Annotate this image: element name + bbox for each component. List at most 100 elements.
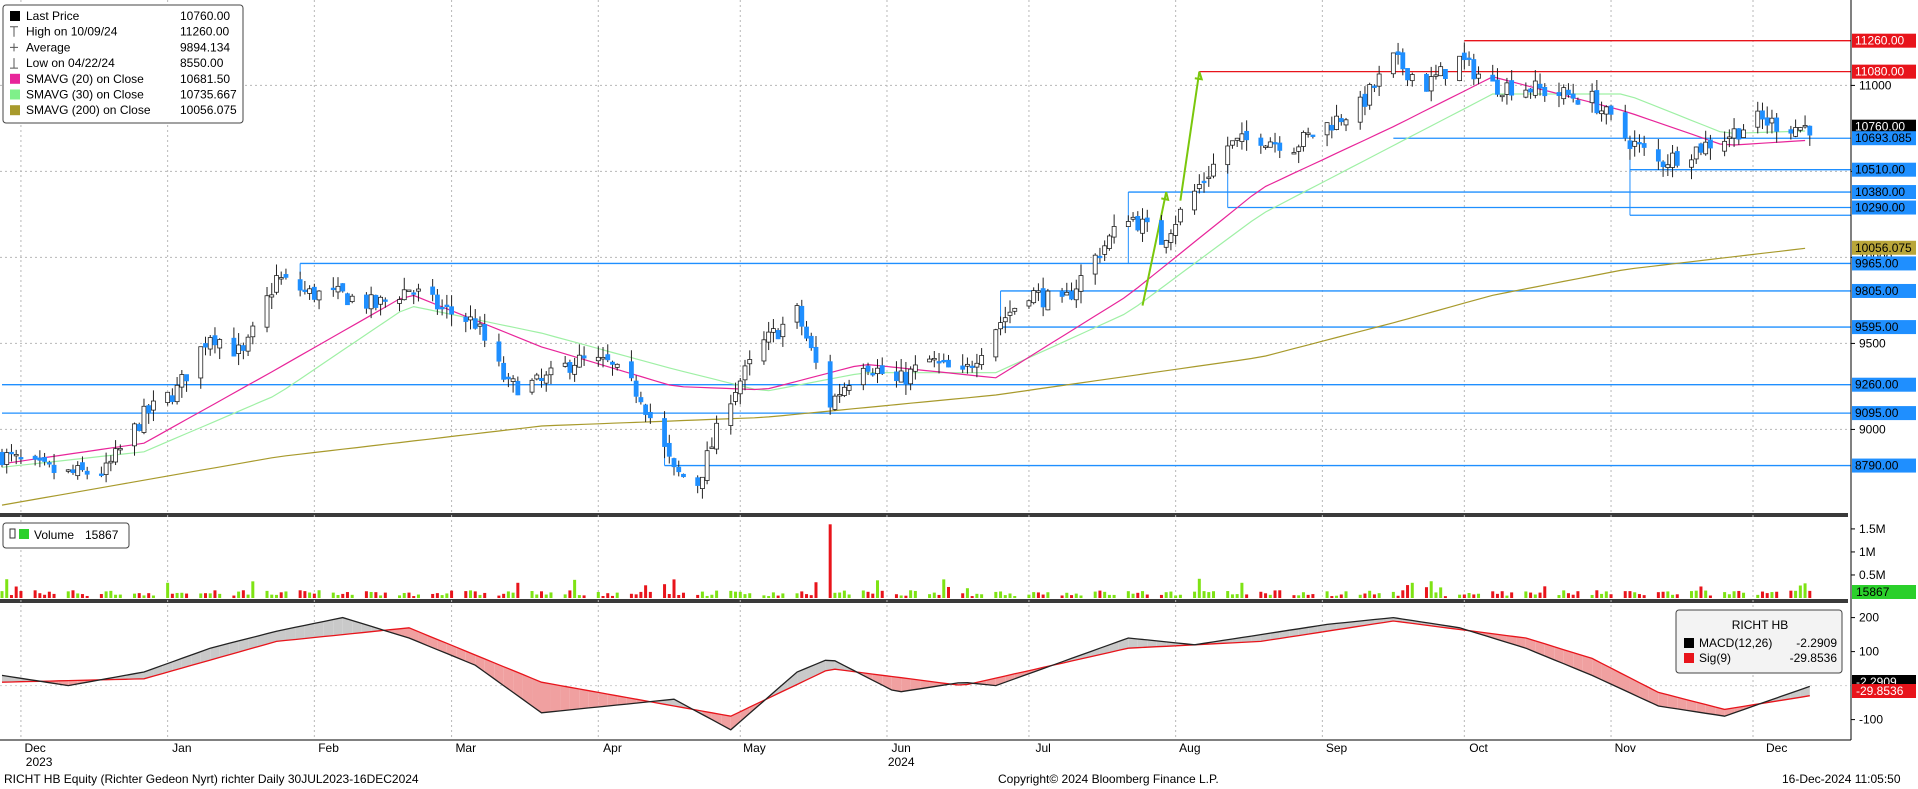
timestamp-text: 16-Dec-2024 11:05:50	[1782, 772, 1901, 786]
candle-body	[1338, 118, 1344, 123]
volume-bar	[644, 585, 648, 598]
macd-fill	[1137, 638, 1148, 648]
candle-body	[633, 380, 639, 397]
macd-fill	[995, 675, 1006, 686]
candle-body	[1097, 255, 1103, 259]
volume-bar	[1694, 590, 1698, 598]
macd-fill	[1327, 623, 1337, 632]
volume-bar	[431, 593, 435, 598]
macd-fill	[1601, 663, 1612, 685]
candle-body	[1092, 254, 1098, 275]
candle-body	[600, 357, 606, 360]
volume-bar	[1301, 592, 1305, 598]
price-legend-label: SMAVG (30) on Close	[26, 88, 144, 102]
volume-bar	[1107, 594, 1111, 598]
volume-bar	[1368, 590, 1372, 598]
candle-body	[217, 339, 223, 349]
volume-bar	[1003, 595, 1007, 598]
volume-bar	[1566, 593, 1570, 598]
candle-body	[363, 294, 369, 309]
volume-bar	[303, 591, 307, 598]
x-tick-label: Dec	[1766, 741, 1787, 755]
price-legend-value: 11260.00	[180, 25, 229, 39]
candle-body	[1376, 73, 1382, 87]
candle-body	[1637, 142, 1642, 145]
macd-legend-swatch-icon	[1684, 653, 1694, 663]
volume-bar	[1699, 586, 1703, 598]
volume-bar	[1297, 595, 1301, 598]
price-level-tag: 9260.00	[1852, 377, 1916, 392]
candle-body	[1258, 137, 1264, 146]
volume-bar	[582, 595, 586, 598]
macd-fill	[323, 619, 334, 637]
volume-bar	[1562, 590, 1566, 598]
candle-body	[1726, 136, 1732, 139]
volume-bar	[648, 591, 652, 598]
volume-bar	[1434, 592, 1438, 598]
volume-bar	[999, 591, 1003, 598]
volume-bar	[1410, 582, 1414, 598]
volume-bar	[114, 594, 118, 598]
volume-bar	[241, 590, 245, 598]
candle-body	[1774, 117, 1780, 132]
volume-bar	[1642, 595, 1646, 598]
trend-arrow-head	[1161, 191, 1170, 202]
x-tick-sublabel: 2023	[26, 755, 53, 769]
volume-bar	[1708, 595, 1712, 598]
candle-body	[1556, 92, 1562, 96]
candle-body	[212, 335, 218, 346]
candle-body	[316, 290, 322, 301]
volume-bar	[478, 594, 482, 598]
macd-fill	[778, 680, 788, 694]
candle-body	[595, 356, 601, 362]
price-legend-value: 9894.134	[180, 40, 230, 54]
candle-body	[1660, 161, 1666, 168]
volume-bar	[137, 593, 141, 598]
candle-body	[1130, 216, 1136, 220]
price-legend-label: SMAVG (20) on Close	[26, 72, 144, 86]
macd-fill	[1222, 638, 1233, 644]
candle-body	[1362, 93, 1368, 107]
macd-fill	[532, 678, 542, 713]
candle-body	[1106, 235, 1112, 249]
volume-bar	[284, 591, 288, 598]
volume-bar	[435, 593, 439, 598]
candle-body	[240, 345, 246, 351]
volume-bar	[928, 594, 932, 598]
volume-last-tag-bg	[1852, 585, 1916, 599]
candle-body	[780, 323, 786, 338]
candle-body	[1334, 115, 1339, 130]
price-level-tag-label: 8790.00	[1855, 459, 1899, 473]
macd-fill	[342, 617, 353, 635]
macd-fill	[267, 631, 277, 645]
candle-body	[742, 365, 748, 381]
candle-body	[1277, 142, 1283, 151]
candle-body	[1173, 224, 1179, 236]
price-tick-label: 9500	[1859, 336, 1886, 350]
volume-bar	[838, 592, 842, 598]
macd-fill	[1270, 631, 1280, 640]
volume-last-tag-label: 15867	[1856, 585, 1890, 599]
candle-body	[236, 344, 242, 354]
price-level-tag-label: 10760.00	[1855, 120, 1905, 134]
candle-body	[496, 341, 502, 362]
volume-bar	[681, 592, 685, 598]
volume-bars	[0, 524, 1812, 598]
volume-legend: Volume 15867	[2, 522, 130, 549]
macd-fill	[484, 658, 495, 679]
macd-fill	[1582, 655, 1593, 676]
volume-bar	[1443, 596, 1447, 598]
macd-fill	[1544, 643, 1555, 660]
candle-body	[368, 294, 374, 310]
candle-body	[1159, 220, 1164, 245]
volume-bar	[5, 579, 9, 598]
volume-bar	[76, 593, 80, 598]
candle-body	[401, 289, 407, 301]
volume-bar	[0, 591, 4, 598]
candle-body	[770, 328, 776, 333]
macd-fill	[1667, 694, 1678, 709]
volume-bar	[946, 586, 950, 598]
volume-bar	[1462, 594, 1466, 598]
volume-bar	[99, 594, 103, 598]
volume-bar	[1197, 578, 1201, 598]
